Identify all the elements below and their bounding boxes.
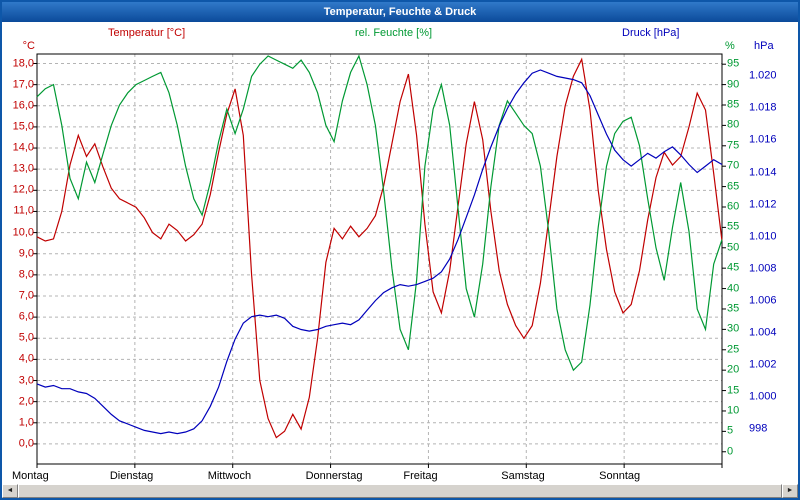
temp-tick-label: 1,0	[18, 416, 34, 429]
pressure-tick-label: 1.020	[749, 69, 777, 82]
pressure-tick-label: 998	[749, 422, 768, 435]
temp-tick-label: 6,0	[18, 310, 34, 323]
humidity-tick-label: 15	[727, 384, 740, 397]
humidity-tick-label: 60	[727, 200, 740, 213]
series-line-humidity	[36, 54, 723, 372]
chart-plot	[33, 53, 726, 468]
temp-tick-label: 18,0	[12, 57, 34, 69]
day-name-label: Montag	[12, 470, 49, 482]
humidity-tick-label: 55	[727, 220, 740, 233]
temp-tick-label: 11,0	[13, 204, 34, 217]
temp-tick-label: 13,0	[12, 162, 34, 175]
humidity-tick-label: 90	[727, 78, 740, 91]
pressure-axis-unit: hPa	[754, 40, 774, 52]
humidity-axis-unit: %	[725, 40, 735, 52]
scrollbar-thumb[interactable]	[18, 484, 782, 498]
humidity-tick-label: 10	[727, 404, 740, 417]
window-title: Temperatur, Feuchte & Druck	[323, 6, 477, 18]
humidity-tick-label: 75	[727, 139, 740, 152]
day-name-label: Mittwoch	[207, 470, 252, 482]
temp-tick-label: 0,0	[18, 437, 34, 450]
temp-tick-label: 3,0	[18, 374, 34, 387]
humidity-tick-label: 20	[727, 363, 740, 376]
scroll-right-icon: ►	[786, 487, 794, 494]
temp-tick-label: 9,0	[18, 247, 34, 260]
humidity-tick-label: 70	[727, 159, 740, 172]
day-name-label: Samstag	[501, 470, 545, 482]
day-name-label: Donnerstag	[305, 470, 363, 482]
humidity-tick-label: 30	[727, 322, 740, 335]
pressure-tick-label: 1.010	[749, 230, 777, 243]
humidity-tick-label: 50	[727, 241, 740, 254]
pressure-tick-label: 1.012	[749, 198, 777, 211]
pressure-tick-label: 1.006	[749, 294, 777, 307]
temp-tick-label: 8,0	[18, 268, 34, 281]
horizontal-scrollbar[interactable]: ◄ ►	[2, 484, 798, 498]
temp-tick-label: 15,0	[12, 120, 34, 133]
day-name-label: Freitag	[403, 470, 438, 482]
humidity-tick-label: 25	[727, 343, 740, 356]
humidity-tick-label: 95	[727, 57, 740, 70]
series-line-pressure	[36, 69, 723, 435]
pressure-tick-label: 1.000	[749, 390, 777, 403]
temp-tick-label: 17,0	[12, 78, 34, 91]
temp-tick-label: 5,0	[18, 331, 34, 344]
humidity-tick-label: 45	[727, 261, 740, 274]
humidity-tick-label: 0	[727, 445, 734, 458]
humidity-tick-label: 65	[727, 180, 740, 193]
pressure-tick-label: 1.008	[749, 262, 777, 275]
pressure-tick-label: 1.004	[749, 326, 777, 339]
legend-humidity: rel. Feuchte [%]	[355, 27, 433, 39]
scroll-left-icon: ◄	[6, 487, 14, 494]
humidity-tick-label: 85	[727, 98, 740, 111]
temp-tick-label: 4,0	[18, 352, 34, 365]
humidity-tick-label: 5	[727, 424, 734, 437]
temp-axis-unit: °C	[22, 40, 35, 52]
plot-border	[36, 53, 723, 465]
pressure-tick-label: 1.016	[749, 133, 777, 146]
temp-tick-label: 12,0	[12, 183, 34, 196]
temp-tick-label: 10,0	[12, 226, 34, 239]
scroll-left-button[interactable]: ◄	[2, 484, 18, 498]
title-bar[interactable]: Temperatur, Feuchte & Druck	[2, 2, 798, 22]
temp-tick-label: 16,0	[12, 99, 34, 112]
scroll-right-button[interactable]: ►	[782, 484, 798, 498]
pressure-tick-label: 1.002	[749, 358, 777, 371]
series-line-temp	[36, 57, 723, 439]
humidity-tick-label: 40	[727, 282, 740, 295]
temp-tick-label: 14,0	[12, 141, 34, 154]
humidity-tick-label: 80	[727, 118, 740, 131]
day-name-label: Dienstag	[109, 470, 154, 482]
legend-pressure: Druck [hPa]	[622, 27, 680, 39]
day-name-label: Sonntag	[599, 470, 641, 482]
temp-tick-label: 7,0	[18, 289, 34, 302]
pressure-tick-label: 1.018	[749, 101, 777, 114]
temp-tick-label: 2,0	[18, 395, 34, 408]
pressure-tick-label: 1.014	[749, 166, 777, 179]
humidity-tick-label: 35	[727, 302, 740, 315]
legend-temperature: Temperatur [°C]	[108, 27, 186, 39]
chart-area: Temperatur [°C] rel. Feuchte [%] Druck […	[2, 22, 798, 495]
